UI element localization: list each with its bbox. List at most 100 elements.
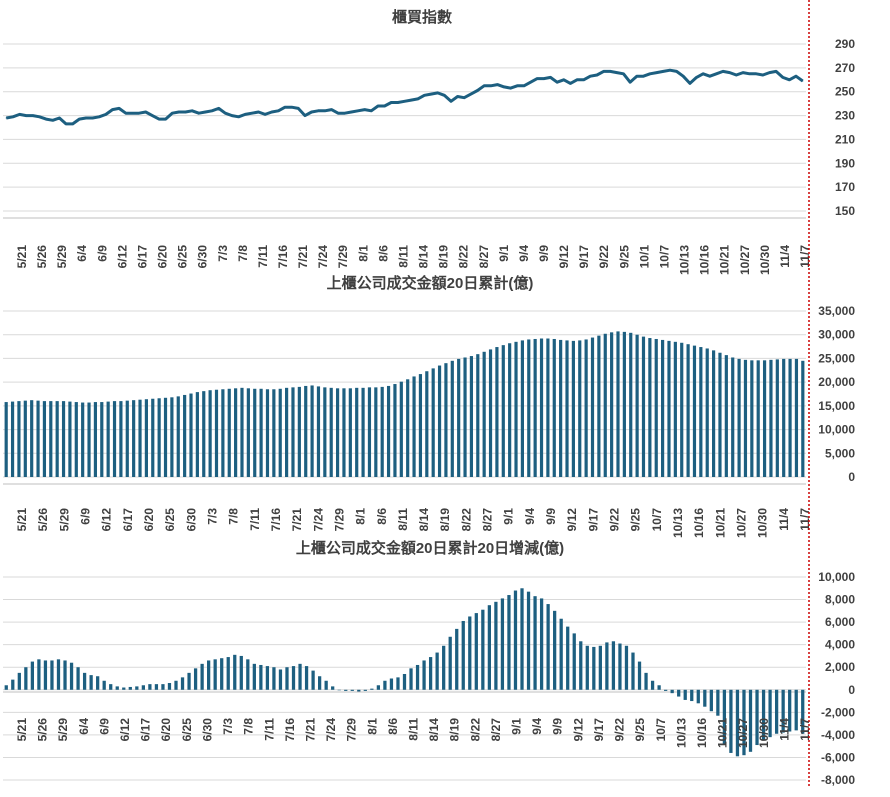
x-tick-label: 8/11 (407, 718, 421, 741)
x-tick-label: 8/19 (437, 245, 451, 269)
bar (661, 339, 665, 477)
bar (174, 680, 178, 690)
x-tick-label: 8/22 (459, 508, 473, 532)
x-tick-label: 11/7 (798, 245, 812, 268)
y-tick-label: 0 (848, 470, 855, 484)
data-point (523, 85, 525, 87)
x-tick-label: 6/25 (163, 508, 177, 532)
x-tick-label: 10/16 (695, 718, 709, 748)
bar (696, 689, 700, 704)
data-point (237, 116, 240, 118)
bar (213, 659, 217, 690)
data-point (543, 77, 545, 80)
bar (463, 357, 467, 477)
bar (775, 359, 779, 477)
bar (265, 389, 270, 477)
bar (246, 388, 250, 477)
x-tick-label: 9/12 (571, 718, 585, 742)
data-point (616, 72, 618, 74)
bar (17, 401, 21, 477)
bar (450, 360, 454, 477)
bar (611, 641, 616, 690)
bar (508, 343, 512, 477)
bar (265, 666, 270, 690)
x-tick-label: 9/25 (629, 508, 643, 532)
bar (673, 341, 677, 477)
bar (546, 338, 550, 477)
x-tick-label: 5/29 (56, 718, 70, 742)
bar (30, 400, 34, 477)
data-point (722, 70, 724, 73)
data-point (669, 69, 671, 71)
bar (425, 371, 429, 477)
x-tick-label: 10/27 (738, 245, 752, 275)
x-tick-label: 10/21 (713, 508, 727, 538)
x-tick-label: 6/12 (118, 718, 132, 742)
data-point (782, 76, 784, 78)
x-tick-label: 11/4 (777, 718, 791, 741)
bar (37, 659, 41, 690)
data-point (450, 100, 452, 102)
x-tick-label: 6/25 (176, 245, 190, 269)
bar (487, 605, 491, 690)
x-tick-label: 9/9 (551, 718, 565, 735)
bar (151, 398, 155, 477)
bar (316, 386, 321, 477)
x-tick-label: 7/29 (336, 245, 350, 269)
data-point (802, 80, 804, 82)
bar (109, 684, 113, 690)
bar (285, 667, 289, 690)
bar (768, 689, 772, 738)
data-point (695, 76, 698, 78)
x-tick-label: 7/11 (262, 718, 276, 741)
bar (559, 339, 563, 477)
data-point (58, 117, 61, 119)
bar (533, 338, 537, 477)
data-point (377, 105, 379, 107)
bar (641, 336, 646, 477)
data-point (264, 113, 266, 115)
y-tick-label: 210 (835, 132, 855, 146)
x-tick-label: 10/30 (757, 718, 771, 748)
x-tick-label: 9/12 (557, 245, 571, 269)
bar (664, 689, 668, 691)
bar (176, 396, 180, 477)
bar (81, 402, 85, 477)
x-tick-label: 6/12 (100, 508, 114, 532)
bar (272, 667, 276, 690)
bar (138, 399, 142, 477)
bar (49, 401, 53, 477)
bar (189, 393, 193, 477)
data-point (443, 94, 445, 96)
bar (24, 667, 28, 690)
x-tick-label: 7/21 (296, 245, 310, 269)
data-point (357, 110, 359, 112)
bar (135, 686, 139, 690)
bar (571, 340, 575, 477)
bar (794, 358, 799, 477)
bar (444, 363, 448, 477)
data-point (337, 112, 339, 114)
bar (163, 397, 168, 477)
bar (578, 340, 582, 477)
data-point (437, 92, 439, 94)
bar (494, 601, 498, 690)
y-tick-label: -2,000 (821, 705, 855, 719)
bar (10, 401, 15, 477)
data-point (510, 87, 512, 89)
bar (437, 365, 442, 477)
x-tick-label: 10/13 (671, 508, 685, 538)
bar (128, 686, 132, 690)
y-tick-label: 290 (835, 37, 855, 51)
bar (474, 613, 478, 690)
bar (616, 331, 620, 477)
bar (774, 689, 779, 734)
turnover-bar-chart: 上櫃公司成交金額20日累計(億) 0 5,000 10,000 15,000 20,00… (3, 274, 855, 538)
bar (141, 685, 145, 690)
bar (677, 689, 681, 697)
x-tick-label: 9/4 (517, 245, 531, 262)
bar (207, 660, 211, 690)
bar (724, 355, 728, 477)
x-tick-label: 6/25 (180, 718, 194, 742)
data-point (390, 101, 392, 104)
